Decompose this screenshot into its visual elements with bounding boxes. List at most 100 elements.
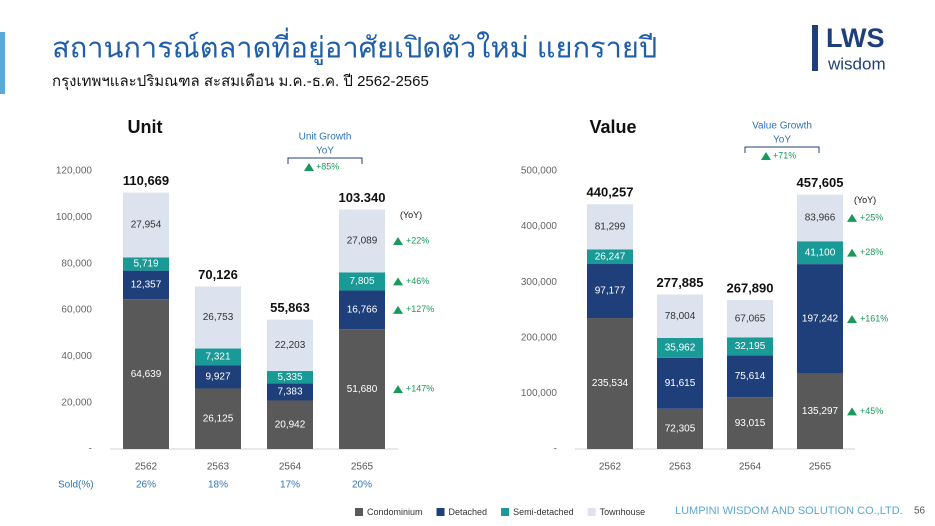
segment-label: 67,065 xyxy=(735,313,766,324)
y-tick-label: - xyxy=(554,444,557,455)
bar-segment xyxy=(727,397,773,449)
y-tick-label: 20,000 xyxy=(61,397,92,408)
y-tick-label: 60,000 xyxy=(61,305,92,316)
total-label: 55,863 xyxy=(270,300,310,315)
y-tick-label: - xyxy=(89,444,92,455)
y-tick-label: 120,000 xyxy=(56,166,93,177)
x-tick-label: 2562 xyxy=(599,462,622,473)
segment-label: 27,954 xyxy=(131,220,162,231)
segment-label: 27,089 xyxy=(347,236,378,247)
bar-segment xyxy=(587,204,633,250)
segment-label: 12,357 xyxy=(131,280,162,291)
growth-title: Unit Growth xyxy=(299,132,352,143)
bar-segment xyxy=(123,299,169,449)
y-tick-label: 500,000 xyxy=(521,166,558,177)
up-triangle xyxy=(847,213,857,222)
segment-label: 26,125 xyxy=(203,413,234,424)
bar-segment xyxy=(267,319,313,372)
slide-title: สถานการณ์ตลาดที่อยู่อาศัยเปิดตัวใหม่ แยก… xyxy=(52,28,657,66)
total-label: 440,257 xyxy=(587,185,634,200)
segment-label: 83,966 xyxy=(805,213,836,224)
segment-label: 93,015 xyxy=(735,418,766,429)
bar-segment xyxy=(123,270,169,300)
y-tick-label: 100,000 xyxy=(521,388,558,399)
slide-subtitle: กรุงเทพฯและปริมณฑล สะสมเดือน ม.ค.-ธ.ค. ป… xyxy=(52,73,429,91)
yoy-header: (YoY) xyxy=(854,195,876,205)
growth-value: +71% xyxy=(773,150,796,160)
growth-value: +85% xyxy=(316,161,339,171)
legend-swatch xyxy=(587,508,596,516)
bar-segment xyxy=(727,300,773,338)
segment-label: 197,242 xyxy=(802,314,839,325)
bar-segment xyxy=(797,241,843,265)
segment-label: 78,004 xyxy=(665,311,696,322)
total-label: 70,126 xyxy=(198,267,238,282)
up-triangle xyxy=(847,314,857,323)
bar-segment xyxy=(339,290,385,330)
yoy-header: (YoY) xyxy=(400,210,422,220)
bar-segment xyxy=(267,371,313,384)
yoy-label: +147% xyxy=(406,384,434,394)
sold-value: 18% xyxy=(208,480,228,491)
yoy-label: +25% xyxy=(860,212,883,222)
legend-swatch xyxy=(355,508,363,516)
logo-bar xyxy=(812,25,818,71)
chart-title: Value xyxy=(589,117,636,137)
segment-label: 5,335 xyxy=(277,372,302,383)
legend-label: Condominium xyxy=(367,507,423,517)
y-tick-label: 40,000 xyxy=(61,351,92,362)
sold-value: 17% xyxy=(280,480,300,491)
bar-segment xyxy=(195,365,241,389)
x-tick-label: 2565 xyxy=(351,462,374,473)
legend-label: Townhouse xyxy=(600,507,646,517)
y-tick-label: 400,000 xyxy=(521,221,558,232)
x-tick-label: 2564 xyxy=(739,462,762,473)
bar-segment xyxy=(797,264,843,374)
segment-label: 26,247 xyxy=(595,251,626,262)
bar-segment xyxy=(657,408,703,449)
total-label: 110,669 xyxy=(123,173,169,188)
segment-label: 235,534 xyxy=(592,378,629,389)
footer-company: LUMPINI WISDOM AND SOLUTION CO.,LTD. xyxy=(675,505,903,517)
x-tick-label: 2563 xyxy=(669,462,692,473)
yoy-label: +161% xyxy=(860,313,888,323)
segment-label: 26,753 xyxy=(203,312,234,323)
sold-value: 20% xyxy=(352,480,372,491)
bar-segment xyxy=(587,249,633,265)
segment-label: 9,927 xyxy=(205,372,230,383)
up-triangle xyxy=(761,152,771,160)
sold-value: 26% xyxy=(136,480,156,491)
y-tick-label: 80,000 xyxy=(61,258,92,269)
yoy-label: +46% xyxy=(406,276,429,286)
up-triangle xyxy=(847,407,857,416)
bar-segment xyxy=(657,337,703,358)
segment-label: 7,805 xyxy=(349,276,374,287)
logo-sub: wisdom xyxy=(827,54,886,73)
segment-label: 5,719 xyxy=(133,259,158,270)
growth-bracket xyxy=(287,157,363,164)
up-triangle xyxy=(847,248,857,257)
segment-label: 91,615 xyxy=(665,378,696,389)
sold-label: Sold(%) xyxy=(58,480,94,491)
legend-label: Semi-detached xyxy=(513,507,574,517)
bar-segment xyxy=(657,357,703,409)
bar-segment xyxy=(339,329,385,449)
segment-label: 81,299 xyxy=(595,221,626,232)
bar-segment xyxy=(123,257,169,271)
footer-page: 56 xyxy=(914,506,926,517)
x-tick-label: 2564 xyxy=(279,462,302,473)
segment-label: 16,766 xyxy=(347,304,378,315)
x-tick-label: 2563 xyxy=(207,462,230,473)
up-triangle xyxy=(393,305,403,314)
up-triangle xyxy=(393,236,403,245)
bar-segment xyxy=(267,383,313,401)
segment-label: 32,195 xyxy=(735,341,766,352)
bar-segment xyxy=(339,272,385,291)
up-triangle xyxy=(393,277,403,286)
total-label: 103.340 xyxy=(339,190,386,205)
growth-bracket xyxy=(744,146,820,153)
segment-label: 7,383 xyxy=(277,387,302,398)
bar-segment xyxy=(727,337,773,356)
legend-label: Detached xyxy=(449,507,488,517)
